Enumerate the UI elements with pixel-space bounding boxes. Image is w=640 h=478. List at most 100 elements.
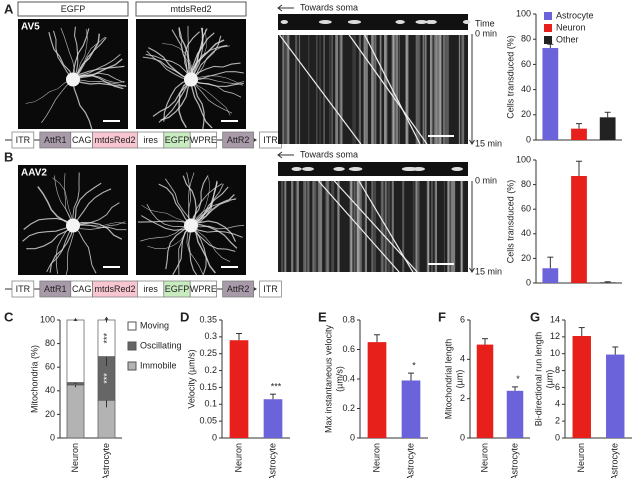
y-tick-label: 4 <box>460 354 465 364</box>
x-tick-label: Astrocyte <box>101 443 111 478</box>
neurite <box>190 78 245 85</box>
legend-label: Immobile <box>140 360 177 370</box>
construct-label: AttR1 <box>44 135 67 145</box>
neurite <box>72 188 112 226</box>
track <box>338 181 340 272</box>
neurite <box>163 78 192 122</box>
significance: *** <box>102 333 112 344</box>
track <box>281 181 284 272</box>
chart: 0 2 4 6 8 10 12 14 Bi-directional run length(µm)… <box>534 314 632 478</box>
track <box>430 35 432 144</box>
track <box>335 35 339 144</box>
bar <box>606 354 625 438</box>
channel-box <box>17 1 129 17</box>
channel-label: EGFP <box>61 4 86 14</box>
mito <box>451 167 464 171</box>
y-tick-label: 0 <box>555 432 560 442</box>
neurite <box>182 175 197 226</box>
track <box>395 35 399 144</box>
track <box>326 181 330 272</box>
direction-label: Towards soma <box>300 2 358 12</box>
y-tick-label: 40 <box>521 228 531 238</box>
y-tick-label: 2 <box>555 416 560 426</box>
neurite <box>146 50 192 80</box>
y-tick-label: 100 <box>40 314 55 324</box>
x-tick-label: Astrocyte <box>405 443 415 478</box>
neurite <box>158 183 192 226</box>
track <box>365 35 368 144</box>
y-tick-label: 100 <box>516 154 531 164</box>
construct-element <box>222 280 254 298</box>
neurite <box>184 31 200 80</box>
track <box>384 35 386 144</box>
neurite <box>72 222 123 240</box>
track <box>380 181 384 272</box>
track <box>392 35 395 144</box>
moving-track <box>318 180 400 273</box>
y-tick-label: 0 <box>526 134 531 144</box>
neurite <box>190 79 242 98</box>
track <box>324 181 328 272</box>
construct-element <box>189 280 217 298</box>
track <box>384 35 387 144</box>
y-axis-label: Mitochondrial length(µm) <box>444 339 465 420</box>
track <box>332 35 334 144</box>
track <box>385 35 388 144</box>
direction-head <box>277 151 283 159</box>
neurite <box>141 204 192 226</box>
bar <box>571 175 587 283</box>
time-arrow <box>469 267 475 273</box>
bar <box>476 344 494 438</box>
bar <box>263 399 283 438</box>
construct-label: ITR <box>16 135 31 145</box>
virus-label: AAV2 <box>21 168 47 179</box>
track <box>315 35 318 144</box>
track <box>323 35 325 144</box>
y-tick-label: 0 <box>212 432 217 442</box>
construct-label: CAG <box>72 135 92 145</box>
track <box>314 181 317 272</box>
track <box>442 35 446 144</box>
track <box>371 181 374 272</box>
neurite <box>190 79 233 114</box>
mito <box>291 167 302 171</box>
track <box>384 35 386 144</box>
neurite <box>72 72 125 83</box>
construct-label: ITR <box>263 135 278 145</box>
track <box>427 181 430 272</box>
neurite <box>190 197 237 226</box>
neurite <box>54 175 74 226</box>
y-axis-label: Bi-directional run length(µm) <box>534 332 555 427</box>
y-tick-label: 80 <box>521 34 531 44</box>
y-tick-label: 60 <box>45 362 55 372</box>
construct-label: EGFP <box>165 284 190 294</box>
bar <box>599 117 616 140</box>
construct-label: mtdsRed2 <box>94 284 135 294</box>
track <box>448 181 450 272</box>
neurite <box>190 225 236 252</box>
y-tick-label: 2 <box>460 393 465 403</box>
track <box>391 181 394 272</box>
construct-label: EGFP <box>165 135 190 145</box>
neurite <box>22 224 74 242</box>
track <box>405 35 408 144</box>
track <box>427 181 429 272</box>
x-tick-label: Neuron <box>233 443 243 473</box>
construct-element <box>259 280 282 298</box>
mito <box>348 167 363 171</box>
strip <box>278 14 468 30</box>
track <box>431 181 433 272</box>
y-tick-label: 0.15 <box>199 382 217 392</box>
track <box>359 181 363 272</box>
x-tick-label: Astrocyte <box>509 443 519 478</box>
soma <box>184 218 198 233</box>
y-axis-label: Mitochondria (%) <box>29 345 39 413</box>
track <box>402 181 404 272</box>
neurite <box>48 32 74 80</box>
time-arrow <box>469 139 475 145</box>
track <box>439 35 442 144</box>
y-tick-label: 20 <box>45 409 55 419</box>
y-tick-label: 6 <box>555 382 560 392</box>
track <box>337 181 339 272</box>
y-tick-label: 20 <box>521 253 531 263</box>
